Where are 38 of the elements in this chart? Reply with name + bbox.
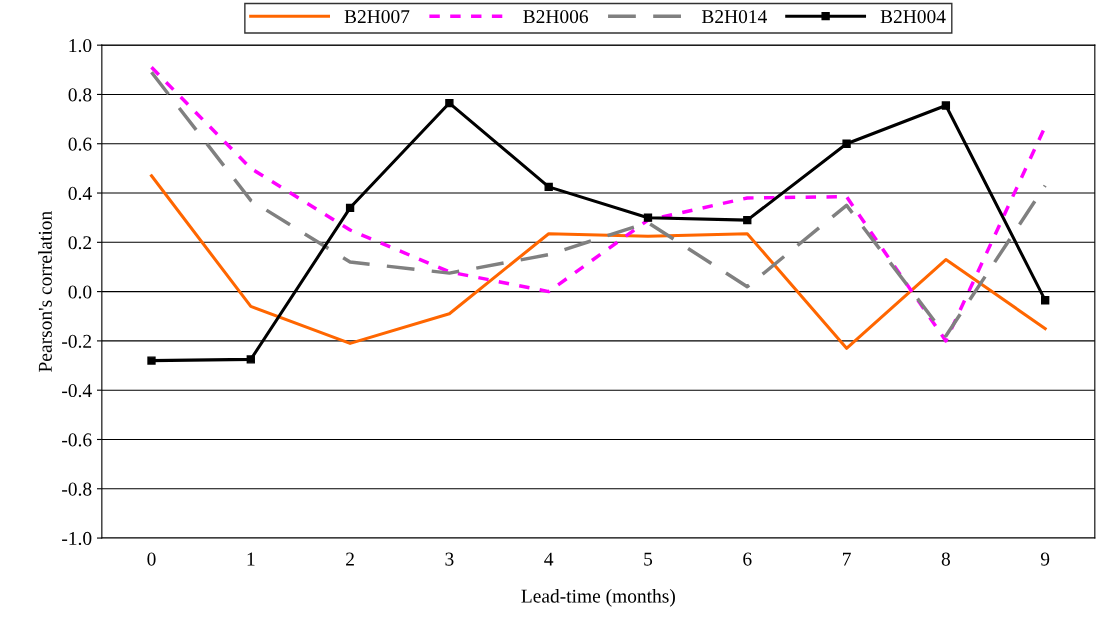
- y-tick-label: 0.2: [68, 236, 92, 250]
- point: [743, 215, 752, 225]
- x-tick-label: 3: [445, 552, 454, 566]
- y-tick-label: -1.0: [62, 531, 92, 546]
- x-tick-label: 0: [147, 552, 156, 566]
- x-tick-label: 7: [843, 552, 851, 566]
- point: [544, 182, 553, 192]
- legend-label: B2H007: [344, 10, 410, 24]
- point: [445, 98, 454, 108]
- y-tick-label: -0.6: [62, 433, 92, 447]
- point: [246, 355, 255, 364]
- x-tick-label: 8: [941, 552, 950, 566]
- y-axis-title: Pearson's correlation: [38, 211, 52, 372]
- legend-label: B2H014: [701, 10, 767, 24]
- y-tick-label: 0.0: [68, 285, 92, 299]
- x-tick-label: 6: [743, 552, 752, 566]
- y-tick-label: -0.8: [62, 482, 92, 496]
- point: [147, 356, 156, 365]
- x-tick-label: 5: [644, 552, 653, 566]
- point: [842, 139, 851, 148]
- point: [1041, 296, 1050, 305]
- legend-label: B2H004: [880, 10, 946, 24]
- x-tick-label: 2: [346, 552, 354, 566]
- y-tick-label: 1.0: [69, 38, 92, 53]
- y-tick-label: -0.4: [62, 384, 92, 398]
- y-tick-label: 0.6: [68, 137, 92, 151]
- point: [941, 101, 951, 110]
- legend-label: B2H006: [523, 10, 589, 24]
- x-tick-label: 9: [1040, 552, 1050, 566]
- point: [643, 213, 653, 222]
- y-tick-label: -0.2: [62, 334, 92, 348]
- line-series: [149, 174, 1047, 350]
- x-tick-label: 4: [544, 552, 554, 566]
- x-tick-label: 1: [247, 552, 255, 566]
- x-axis-title: Lead-time (months): [521, 589, 675, 607]
- point: [345, 203, 355, 212]
- y-tick-label: 0.4: [68, 186, 92, 201]
- y-tick-label: 0.8: [68, 88, 92, 102]
